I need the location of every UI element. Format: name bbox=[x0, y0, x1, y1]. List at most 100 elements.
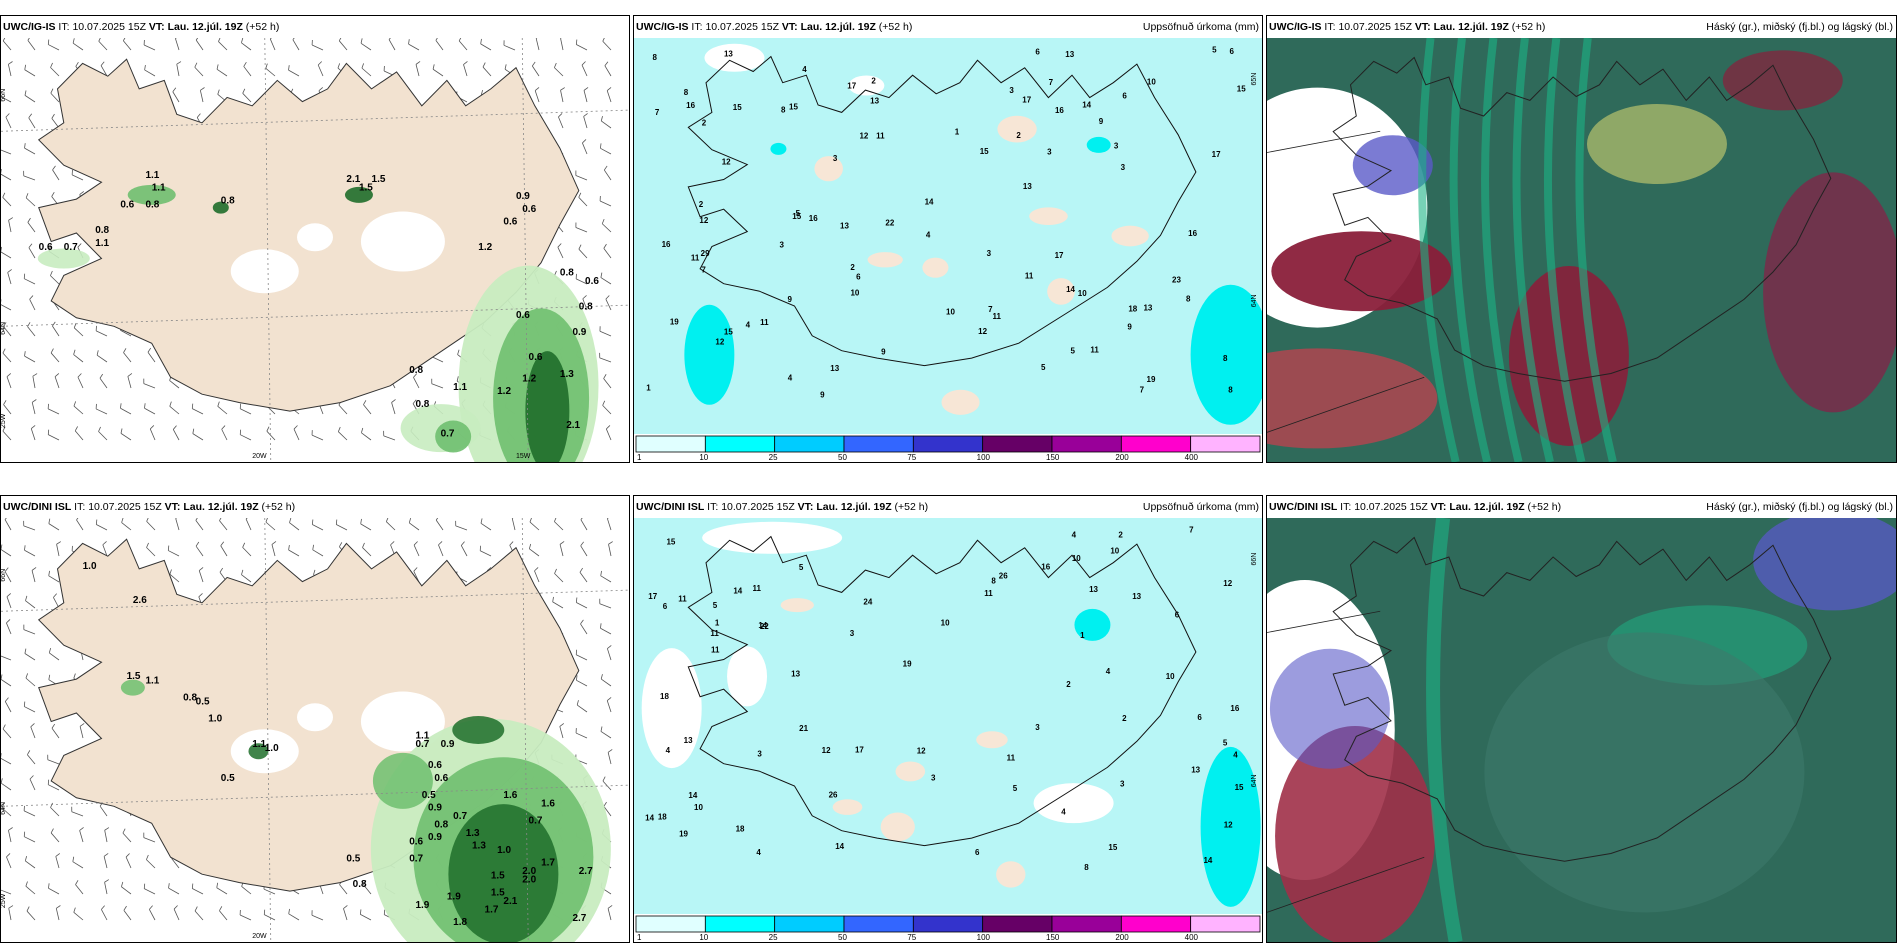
high-cloud-band bbox=[1481, 38, 1523, 462]
dry-area bbox=[1111, 225, 1149, 247]
precip-value-label: 1.9 bbox=[447, 892, 461, 903]
precip-amount-label: 3 bbox=[850, 629, 855, 638]
wind-barb bbox=[311, 430, 324, 441]
wind-barb bbox=[3, 322, 12, 337]
colorbar-segment bbox=[1120, 915, 1192, 933]
precip-value-label: 1.1 bbox=[415, 730, 429, 741]
wind-barb bbox=[2, 348, 12, 363]
it-value: 10.07.2025 15Z bbox=[1354, 501, 1428, 513]
wind-barb bbox=[72, 856, 84, 869]
precip-value-label: 0.8 bbox=[353, 879, 367, 890]
precip-value-label: 1.9 bbox=[415, 900, 429, 911]
wind-barb bbox=[120, 403, 132, 415]
precip-amount-label: 16 bbox=[686, 101, 695, 110]
wind-barb bbox=[2, 192, 12, 207]
wind-barb bbox=[606, 697, 612, 713]
vt-label: VT: bbox=[148, 21, 165, 33]
wind-barb bbox=[47, 754, 60, 765]
wind-barb bbox=[343, 905, 348, 921]
precip-amount-label: 4 bbox=[756, 848, 761, 857]
precip-amount-label: 10 bbox=[1166, 672, 1175, 681]
wind-barb bbox=[216, 882, 228, 895]
wind-barb bbox=[535, 38, 540, 51]
wind-barb bbox=[606, 518, 612, 531]
colorbar-tick-label: 25 bbox=[769, 933, 778, 942]
wind-barb bbox=[73, 349, 84, 363]
wind-barb bbox=[121, 518, 132, 531]
wind-barb bbox=[167, 545, 180, 557]
wind-barb bbox=[95, 325, 108, 337]
precip-amount-label: 1 bbox=[715, 618, 720, 627]
lead-time: (+52 h) bbox=[261, 501, 296, 513]
precip-value-label: 1.0 bbox=[265, 743, 279, 754]
wind-barb bbox=[77, 373, 84, 389]
colorbar-tick-label: 50 bbox=[838, 933, 847, 942]
precip-amount-label: 17 bbox=[1212, 150, 1221, 159]
colorbar-segment bbox=[635, 435, 706, 453]
wind-barb bbox=[199, 87, 205, 103]
precip-amount-label: 12 bbox=[1224, 821, 1233, 830]
precip-amount-label: 13 bbox=[1065, 50, 1074, 59]
dry-area bbox=[895, 761, 926, 782]
colorbar-tick-label: 75 bbox=[907, 933, 916, 942]
wind-barb bbox=[172, 425, 180, 441]
precip-amount-label: 8 bbox=[684, 88, 689, 97]
wind-barb bbox=[480, 518, 492, 531]
mid-cloud bbox=[1267, 348, 1438, 449]
wind-barb bbox=[391, 399, 396, 415]
precip-value-label: 1.3 bbox=[560, 369, 574, 380]
wind-barb bbox=[27, 38, 36, 51]
precip-amount-label: 2 bbox=[1066, 680, 1071, 689]
wind-barb bbox=[30, 723, 36, 739]
colorbar-segment bbox=[982, 435, 1053, 453]
wind-barb bbox=[534, 87, 540, 103]
colorbar-tick-label: 200 bbox=[1115, 453, 1129, 462]
low-cloud bbox=[1753, 518, 1896, 611]
colorbar-segment bbox=[635, 915, 706, 933]
wind-barb bbox=[576, 675, 588, 687]
latitude-label: 25W bbox=[1, 413, 7, 428]
precip-value-label: 1.1 bbox=[252, 739, 266, 750]
precip-amount-label: 11 bbox=[710, 629, 719, 638]
no-precip-area bbox=[727, 646, 768, 707]
precip-amount-label: 4 bbox=[666, 746, 671, 755]
precip-amount-label: 15 bbox=[666, 537, 675, 546]
wind-barb bbox=[575, 649, 588, 661]
wind-barb bbox=[289, 518, 300, 531]
wind-barb bbox=[1, 803, 12, 817]
wind-barb bbox=[482, 62, 492, 77]
wind-barb bbox=[55, 905, 61, 921]
precip-amount-label: 4 bbox=[1072, 531, 1077, 540]
wind-barb bbox=[559, 723, 565, 739]
wind-barb bbox=[600, 726, 612, 739]
latitude-line bbox=[1267, 130, 1381, 153]
colorbar-tick-label: 75 bbox=[907, 453, 916, 462]
precip-amount-label: 19 bbox=[1147, 375, 1156, 384]
wind-barb bbox=[1, 655, 12, 661]
mid-cloud bbox=[1763, 172, 1896, 413]
precip-amount-label: 21 bbox=[799, 724, 808, 733]
colorbar-tick-label: 200 bbox=[1115, 933, 1129, 942]
wind-barb bbox=[4, 518, 12, 531]
wind-barb bbox=[27, 750, 36, 765]
precip-amount-label: 14 bbox=[758, 621, 767, 630]
model-name: UWC/IG-IS bbox=[636, 21, 689, 33]
precip-amount-label: 8 bbox=[1186, 294, 1191, 303]
wind-barb bbox=[288, 544, 300, 557]
wind-barb bbox=[47, 403, 60, 415]
colorbar-segment bbox=[843, 435, 914, 453]
panel-title: UWC/DINI ISL IT: 10.07.2025 15Z VT: Lau.… bbox=[3, 496, 295, 518]
wind-barb bbox=[241, 38, 252, 51]
latitude-label: 64N bbox=[1, 802, 7, 815]
precip-value-label: 0.8 bbox=[434, 820, 448, 831]
wind-barb bbox=[74, 426, 84, 441]
wind-barb bbox=[23, 624, 36, 635]
wind-barb bbox=[599, 352, 612, 363]
wind-barb bbox=[146, 542, 156, 557]
map-area bbox=[1267, 518, 1896, 942]
wind-barb bbox=[575, 273, 588, 285]
precip-amount-label: 14 bbox=[733, 587, 742, 596]
precip-amount-label: 18 bbox=[660, 692, 669, 701]
coastline bbox=[687, 55, 1197, 367]
precip-value-label: 1.1 bbox=[95, 238, 109, 249]
